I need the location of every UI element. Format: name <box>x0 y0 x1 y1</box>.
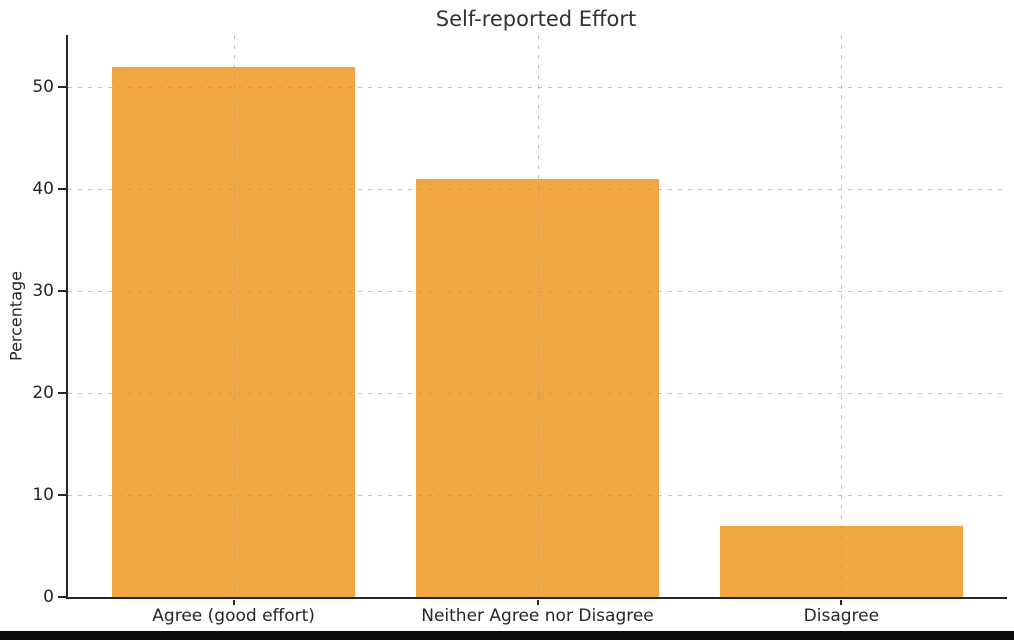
y-tick-mark-40 <box>57 188 66 190</box>
plot-area: 0 10 20 30 40 50 Agree (good effort) Neither Ag… <box>32 35 1007 626</box>
y-axis-label-text: Percentage <box>6 270 26 362</box>
v-gridline-2 <box>537 35 539 597</box>
y-tick-label-50: 50 <box>32 77 54 98</box>
y-tick-mark-0 <box>57 596 66 598</box>
x-tick-label-2: Neither Agree nor Disagree <box>421 606 654 626</box>
y-tick-mark-50 <box>57 86 66 89</box>
y-tick-label-10: 10 <box>32 485 54 505</box>
bottom-black-strip <box>0 631 1014 640</box>
v-gridline-1 <box>233 35 235 597</box>
chart-title: Self-reported Effort <box>435 7 637 31</box>
x-tick-mark-3 <box>840 599 843 605</box>
y-tick-mark-20 <box>57 392 66 394</box>
y-tick-label-0: 0 <box>43 587 54 607</box>
y-tick-mark-10 <box>57 494 66 496</box>
bar-2 <box>415 178 660 597</box>
x-tick-mark-1 <box>232 599 235 605</box>
y-tick-mark-30 <box>57 290 66 292</box>
x-tick-mark-2 <box>536 599 539 605</box>
y-tick-label-20: 20 <box>32 383 54 403</box>
x-tick-label-3: Disagree <box>803 606 880 626</box>
v-gridline-3 <box>841 35 843 597</box>
x-tick-label-1: Agree (good effort) <box>152 606 315 626</box>
y-tick-label-30: 30 <box>32 281 54 301</box>
y-tick-label-40: 40 <box>32 179 54 199</box>
